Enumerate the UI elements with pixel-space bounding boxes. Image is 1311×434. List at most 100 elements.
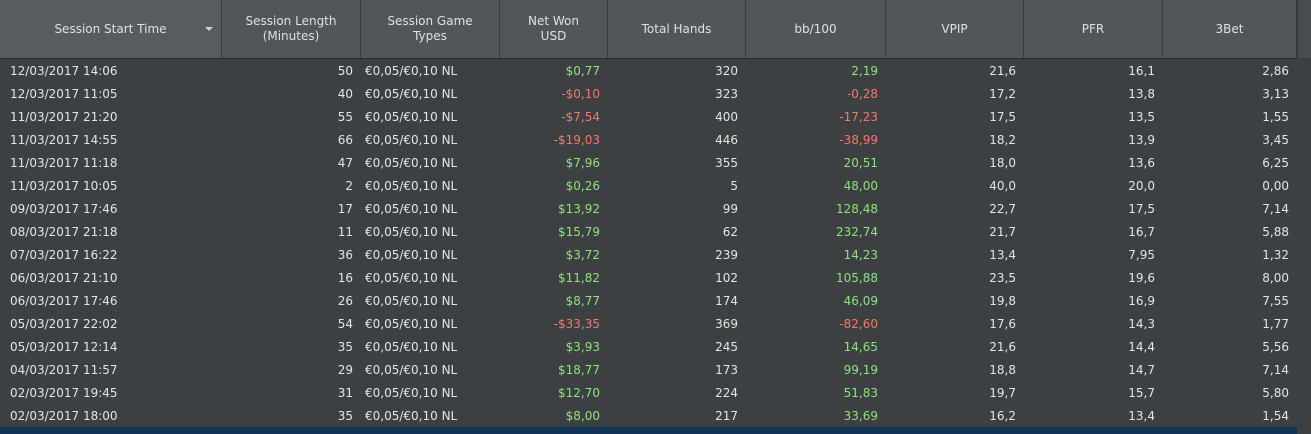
pfr-cell: 17,5 [1128,201,1155,216]
column-header-bb100[interactable]: bb/100 [746,0,886,58]
pfr-cell: 13,4 [1128,408,1155,423]
table-header: Session Start Time Session Length (Minut… [0,0,1297,59]
bb100-cell: 14,23 [843,247,878,262]
table-row[interactable]: 02/03/2017 19:45 31 €0,05/€0,10 NL $12,70 22… [0,381,1297,404]
game-type-cell: €0,05/€0,10 NL [365,132,458,147]
bb100-cell: 232,74 [836,224,878,239]
threebet-cell: 7,14 [1262,201,1289,216]
bb100-cell: -0,28 [846,86,878,101]
table-row[interactable]: 08/03/2017 21:18 11 €0,05/€0,10 NL $15,79 62… [0,220,1297,243]
pfr-cell: 7,95 [1128,247,1155,262]
vpip-cell: 18,0 [989,155,1016,170]
table-row[interactable]: 09/03/2017 17:46 17 €0,05/€0,10 NL $13,92 99… [0,197,1297,220]
table-row[interactable]: 06/03/2017 17:46 26 €0,05/€0,10 NL $8,77 174… [0,289,1297,312]
total-hands-cell: 239 [715,247,738,262]
session-start-cell: 06/03/2017 21:10 [10,270,118,285]
table-body[interactable]: 12/03/2017 14:06 50 €0,05/€0,10 NL $0,77 320… [0,59,1297,434]
total-hands-cell: 245 [715,339,738,354]
net-won-cell: -$0,10 [561,86,600,101]
game-type-cell: €0,05/€0,10 NL [365,109,458,124]
threebet-cell: 3,13 [1262,86,1289,101]
table-row[interactable]: 12/03/2017 14:06 50 €0,05/€0,10 NL $0,77 320… [0,59,1297,82]
column-header-session-start-time[interactable]: Session Start Time [0,0,222,58]
game-type-cell: €0,05/€0,10 NL [365,86,458,101]
table-row[interactable]: 11/03/2017 21:20 55 €0,05/€0,10 NL -$7,54 40… [0,105,1297,128]
threebet-cell: 5,80 [1262,385,1289,400]
net-won-cell: -$33,35 [553,316,600,331]
session-start-cell: 11/03/2017 14:55 [10,132,118,147]
bb100-cell: 46,09 [843,293,878,308]
game-type-cell: €0,05/€0,10 NL [365,224,458,239]
pfr-cell: 13,5 [1128,109,1155,124]
table-row[interactable]: 05/03/2017 12:14 35 €0,05/€0,10 NL $3,93 245… [0,335,1297,358]
table-row[interactable]: 11/03/2017 14:55 66 €0,05/€0,10 NL -$19,03 4… [0,128,1297,151]
column-header-session-length[interactable]: Session Length (Minutes) [222,0,361,58]
pfr-cell: 13,9 [1128,132,1155,147]
table-row[interactable]: 11/03/2017 11:18 47 €0,05/€0,10 NL $7,96 355… [0,151,1297,174]
table-row[interactable]: 02/03/2017 18:00 35 €0,05/€0,10 NL $8,00 217… [0,404,1297,427]
session-start-cell: 05/03/2017 22:02 [10,316,118,331]
column-header-pfr[interactable]: PFR [1024,0,1163,58]
column-header-net-won[interactable]: Net Won USD [500,0,608,58]
vpip-cell: 18,2 [989,132,1016,147]
bb100-cell: 14,65 [843,339,878,354]
column-header-game-types[interactable]: Session Game Types [361,0,500,58]
pfr-cell: 14,3 [1128,316,1155,331]
table-row[interactable]: 11/03/2017 10:05 2 €0,05/€0,10 NL $0,26 5 48,… [0,174,1297,197]
session-length-cell: 66 [337,132,353,147]
pfr-cell: 15,7 [1128,385,1155,400]
net-won-cell: $0,26 [565,178,600,193]
pfr-cell: 13,8 [1128,86,1155,101]
threebet-cell: 7,14 [1262,362,1289,377]
net-won-cell: $0,77 [565,63,600,78]
session-start-cell: 02/03/2017 18:00 [10,408,118,423]
vpip-cell: 17,5 [989,109,1016,124]
session-start-cell: 04/03/2017 11:57 [10,362,118,377]
column-header-total-hands[interactable]: Total Hands [608,0,746,58]
column-header-label: 3Bet [1215,21,1244,36]
pfr-cell: 16,9 [1128,293,1155,308]
vertical-scrollbar[interactable] [1297,59,1311,434]
session-length-cell: 35 [337,408,353,423]
session-start-cell: 07/03/2017 16:22 [10,247,118,262]
total-hands-cell: 173 [715,362,738,377]
vpip-cell: 19,7 [989,385,1016,400]
vpip-cell: 40,0 [989,178,1016,193]
table-row[interactable]: 05/03/2017 22:02 54 €0,05/€0,10 NL -$33,35 3… [0,312,1297,335]
sort-descending-icon[interactable] [205,27,213,31]
total-hands-cell: 355 [715,155,738,170]
session-length-cell: 16 [337,270,353,285]
table-row[interactable] [0,427,1297,434]
table-row[interactable]: 12/03/2017 11:05 40 €0,05/€0,10 NL -$0,10 32… [0,82,1297,105]
total-hands-cell: 99 [722,201,738,216]
game-type-cell: €0,05/€0,10 NL [365,178,458,193]
bb100-cell: -38,99 [839,132,878,147]
column-header-3bet[interactable]: 3Bet [1163,0,1297,58]
vpip-cell: 21,6 [989,63,1016,78]
session-length-cell: 17 [337,201,353,216]
threebet-cell: 5,56 [1262,339,1289,354]
total-hands-cell: 400 [715,109,738,124]
threebet-cell: 1,55 [1262,109,1289,124]
column-header-vpip[interactable]: VPIP [886,0,1024,58]
bb100-cell: -82,60 [839,316,878,331]
table-row[interactable]: 04/03/2017 11:57 29 €0,05/€0,10 NL $18,77 17… [0,358,1297,381]
session-length-cell: 40 [337,86,353,101]
column-header-label: Net Won USD [528,14,579,43]
pfr-cell: 16,1 [1128,63,1155,78]
pfr-cell: 14,7 [1128,362,1155,377]
table-row[interactable]: 07/03/2017 16:22 36 €0,05/€0,10 NL $3,72 239… [0,243,1297,266]
threebet-cell: 1,32 [1262,247,1289,262]
session-start-cell: 09/03/2017 17:46 [10,201,118,216]
vpip-cell: 13,4 [989,247,1016,262]
net-won-cell: $7,96 [565,155,600,170]
table-row[interactable]: 06/03/2017 21:10 16 €0,05/€0,10 NL $11,82 10… [0,266,1297,289]
total-hands-cell: 5 [730,178,738,193]
pfr-cell: 19,6 [1128,270,1155,285]
bb100-cell: 105,88 [836,270,878,285]
threebet-cell: 2,86 [1262,63,1289,78]
session-start-cell: 06/03/2017 17:46 [10,293,118,308]
game-type-cell: €0,05/€0,10 NL [365,339,458,354]
bb100-cell: 2,19 [851,63,878,78]
